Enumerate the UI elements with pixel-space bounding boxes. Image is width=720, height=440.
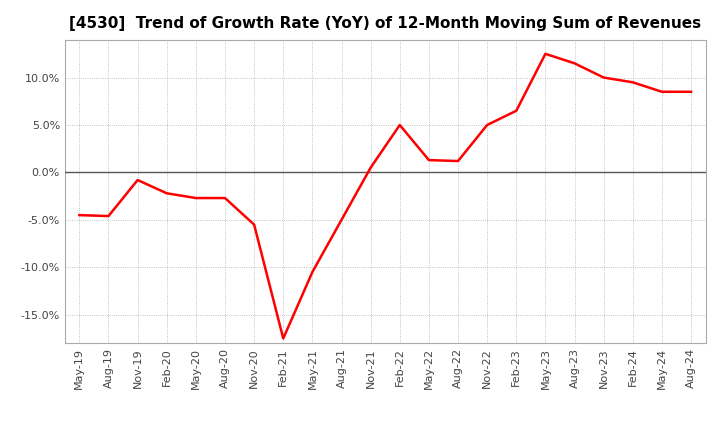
Title: [4530]  Trend of Growth Rate (YoY) of 12-Month Moving Sum of Revenues: [4530] Trend of Growth Rate (YoY) of 12-… — [69, 16, 701, 32]
